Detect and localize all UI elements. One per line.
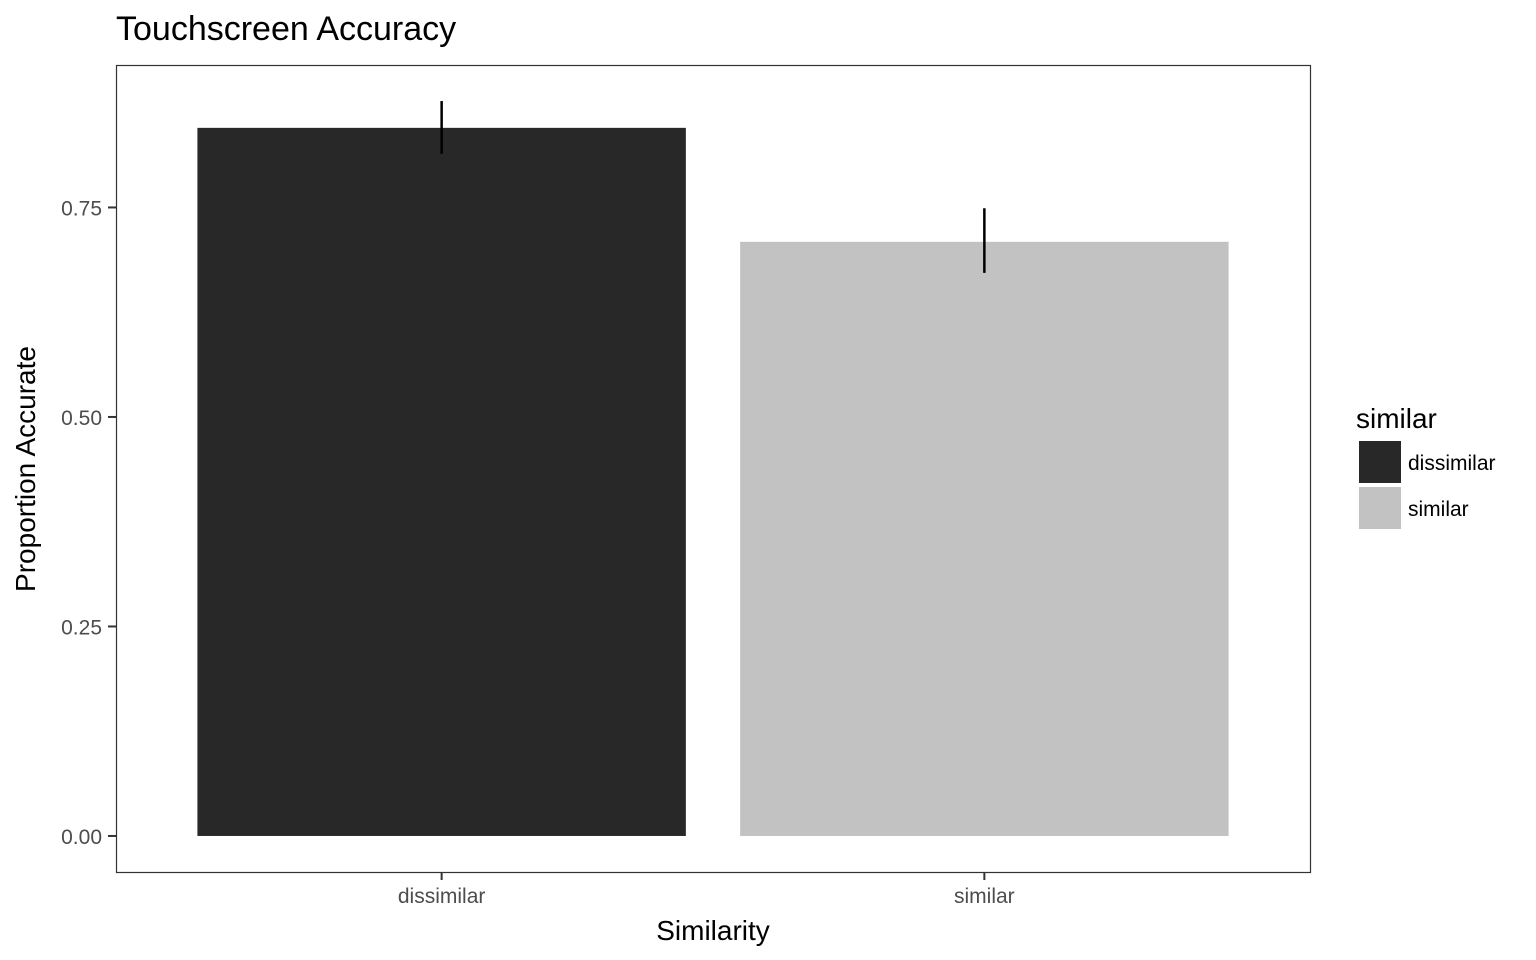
error-bars-group xyxy=(440,101,986,273)
legend-swatch-dissimilar xyxy=(1359,441,1401,483)
chart-title: Touchscreen Accuracy xyxy=(116,10,456,48)
y-axis: 0.00 0.25 0.50 0.75 xyxy=(61,197,116,849)
y-axis-title: Proportion Accurate xyxy=(10,346,41,592)
legend-label-dissimilar: dissimilar xyxy=(1408,452,1496,475)
bar-similar xyxy=(740,241,1229,836)
legend-label-similar: similar xyxy=(1408,498,1469,521)
legend-title: similar xyxy=(1356,403,1437,434)
x-tick-label-similar: similar xyxy=(954,885,1015,908)
bars-group xyxy=(197,127,1229,836)
legend-swatch-similar xyxy=(1359,487,1401,529)
y-tick-label: 0.00 xyxy=(61,826,102,849)
bar-dissimilar xyxy=(197,127,686,836)
y-tick-label: 0.25 xyxy=(61,616,102,639)
x-axis-title: Similarity xyxy=(656,915,770,946)
legend: similar dissimilar similar xyxy=(1356,403,1496,529)
x-axis: dissimilar similar xyxy=(398,872,1015,908)
y-tick-label: 0.50 xyxy=(61,407,102,430)
y-tick-label: 0.75 xyxy=(61,197,102,220)
x-tick-label-dissimilar: dissimilar xyxy=(398,885,486,908)
